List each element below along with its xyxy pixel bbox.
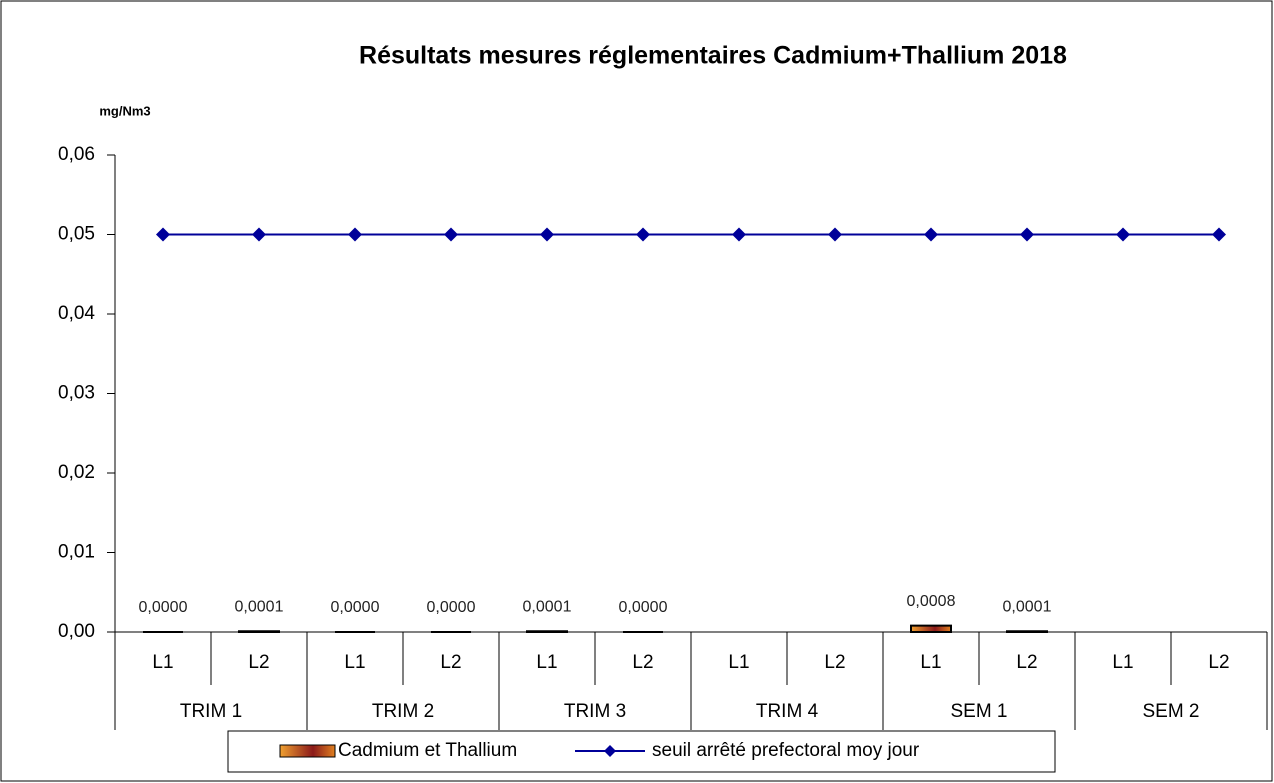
- marker: [732, 227, 746, 242]
- bar: [1006, 630, 1048, 633]
- marker: [828, 227, 842, 242]
- marker: [1020, 227, 1034, 242]
- legend-label: Cadmium et Thallium: [338, 740, 517, 761]
- x-tick-label: L1: [728, 652, 749, 673]
- data-label: 0,0000: [139, 599, 188, 616]
- marker: [252, 227, 266, 242]
- chart-title: Résultats mesures réglementaires Cadmium…: [359, 42, 1067, 70]
- group-label: TRIM 2: [372, 701, 434, 722]
- y-tick-label: 0,02: [58, 462, 95, 483]
- marker: [1212, 227, 1226, 242]
- marker: [1116, 227, 1130, 242]
- marker: [156, 227, 170, 242]
- y-tick-label: 0,00: [58, 621, 95, 642]
- marker: [924, 227, 938, 242]
- group-label: TRIM 1: [180, 701, 242, 722]
- group-label: TRIM 3: [564, 701, 626, 722]
- legend-label: seuil arrêté prefectoral moy jour: [652, 740, 920, 761]
- legend-swatch: [604, 745, 616, 757]
- x-tick-label: L2: [248, 652, 269, 673]
- data-label: 0,0000: [331, 599, 380, 616]
- marker: [444, 227, 458, 242]
- group-label: TRIM 4: [756, 701, 819, 722]
- marker: [636, 227, 650, 242]
- y-tick-label: 0,01: [58, 542, 95, 563]
- data-label: 0,0001: [1003, 598, 1052, 615]
- y-tick-label: 0,06: [58, 144, 95, 165]
- x-tick-label: L1: [920, 652, 941, 673]
- data-label: 0,0001: [235, 598, 284, 615]
- x-tick-label: L1: [536, 652, 557, 673]
- x-tick-label: L2: [440, 652, 461, 673]
- group-label: SEM 1: [950, 701, 1007, 722]
- group-label: SEM 2: [1142, 701, 1199, 722]
- bar: [526, 630, 568, 633]
- data-label: 0,0008: [907, 593, 956, 610]
- x-tick-label: L2: [1016, 652, 1037, 673]
- data-label: 0,0000: [619, 599, 668, 616]
- bar: [910, 624, 952, 633]
- bar: [238, 630, 280, 633]
- x-tick-label: L2: [632, 652, 653, 673]
- x-tick-label: L1: [1112, 652, 1133, 673]
- x-tick-label: L1: [344, 652, 365, 673]
- marker: [540, 227, 554, 242]
- data-label: 0,0000: [427, 599, 476, 616]
- y-tick-label: 0,04: [58, 303, 95, 324]
- x-tick-label: L1: [152, 652, 173, 673]
- legend-swatch: [279, 744, 336, 758]
- data-label: 0,0001: [523, 598, 572, 615]
- y-axis-label: mg/Nm3: [99, 103, 150, 118]
- x-tick-label: L2: [1208, 652, 1229, 673]
- marker: [348, 227, 362, 242]
- y-tick-label: 0,05: [58, 224, 95, 245]
- y-tick-label: 0,03: [58, 383, 95, 404]
- x-tick-label: L2: [824, 652, 845, 673]
